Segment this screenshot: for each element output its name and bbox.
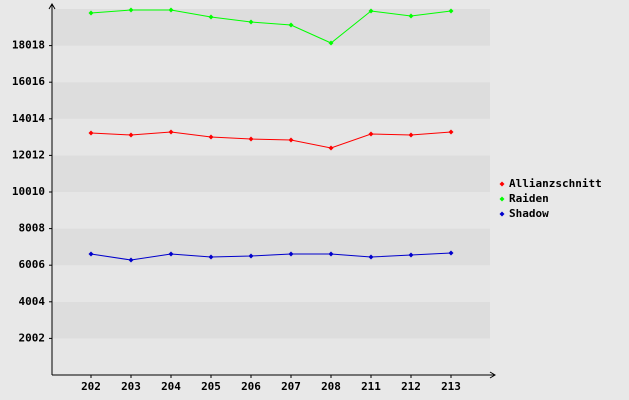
data-point [208,254,214,260]
grid-band [52,301,490,339]
data-point [248,19,254,25]
legend-marker [499,181,505,187]
data-point [328,145,334,151]
x-tick-label: 202 [81,380,101,393]
data-point [448,129,454,135]
y-tick-label: 12012 [12,148,45,161]
data-point [368,131,374,137]
y-tick-label: 2002 [19,331,46,344]
data-point [128,257,134,263]
x-tick-label: 213 [441,380,461,393]
data-point [168,7,174,13]
y-tick-label: 6006 [19,258,46,271]
data-point [88,10,94,16]
grid-band [52,82,490,119]
legend-label: Allianzschnitt [509,177,602,190]
x-tick-label: 207 [281,380,301,393]
data-point [328,40,334,46]
x-tick-label: 204 [161,380,181,393]
data-point [368,254,374,260]
data-point [168,129,174,135]
x-tick-label: 206 [241,380,261,393]
y-tick-label: 10010 [12,185,45,198]
data-point [448,8,454,14]
x-tick-label: 208 [321,380,341,393]
y-tick-label: 8008 [19,222,46,235]
data-point [408,132,414,138]
y-tick-label: 14014 [12,112,45,125]
y-tick-label: 16016 [12,75,45,88]
data-point [408,252,414,258]
data-point [128,7,134,13]
x-axis-arrow [489,371,496,379]
y-tick-label: 4004 [19,295,46,308]
data-point [208,14,214,20]
x-tick-label: 211 [361,380,381,393]
legend-marker [499,196,505,202]
data-point [328,251,334,257]
y-axis-arrow [48,3,56,10]
data-point [288,137,294,143]
legend-marker [499,211,505,217]
grid-band [52,155,490,192]
data-point [128,132,134,138]
y-tick-label: 18018 [12,39,45,52]
data-point [168,251,174,257]
grid-band [52,228,490,266]
grid-band [52,118,490,156]
data-point [288,251,294,257]
data-point [248,136,254,142]
data-point [88,130,94,136]
series-line [90,131,452,149]
data-point [88,251,94,257]
x-tick-label: 203 [121,380,141,393]
data-point [408,13,414,19]
grid-band [52,192,490,229]
grid-band [52,338,490,375]
series-line [90,9,452,44]
data-point [288,22,294,28]
legend-label: Raiden [509,192,549,205]
grid-band [52,45,490,83]
data-point [208,134,214,140]
grid-band [52,265,490,302]
x-tick-label: 212 [401,380,421,393]
legend-label: Shadow [509,207,549,220]
data-point [248,253,254,259]
data-point [448,250,454,256]
data-point [368,8,374,14]
x-tick-label: 205 [201,380,221,393]
series-line [90,252,452,261]
